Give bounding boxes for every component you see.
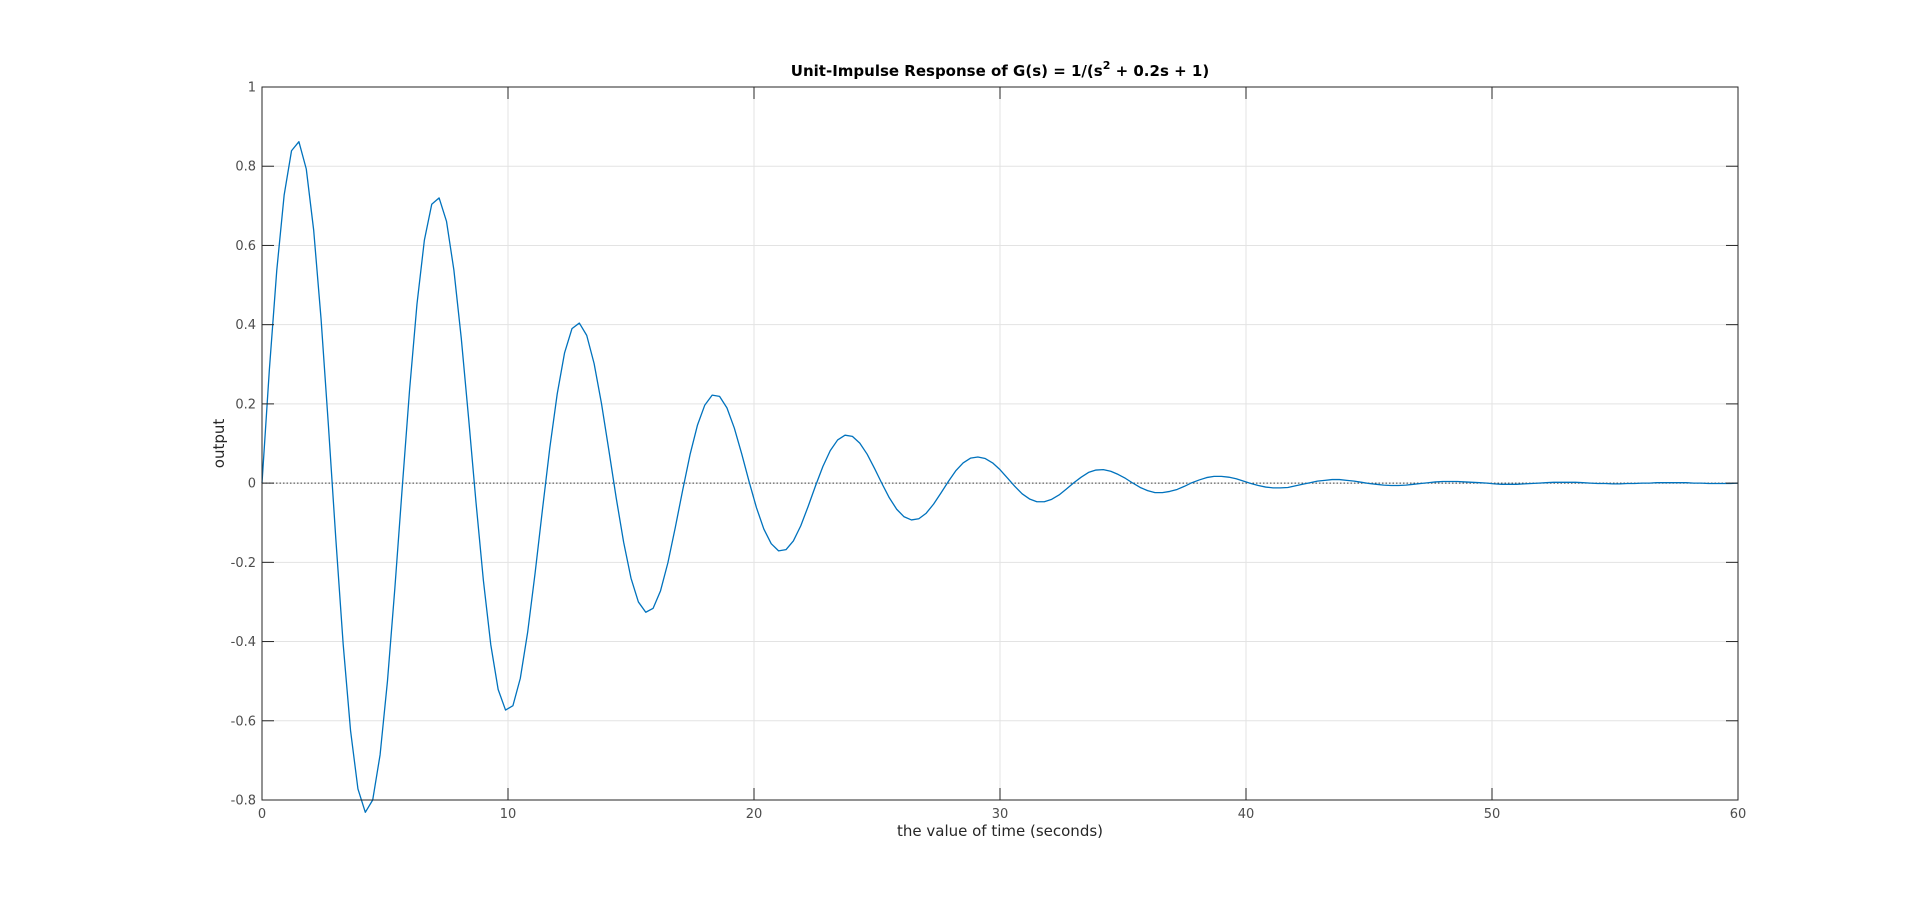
chart-title-superscript: 2 bbox=[1103, 59, 1111, 72]
y-tick-label: 0.6 bbox=[235, 239, 256, 254]
x-tick-labels: 0 10 20 30 40 50 60 bbox=[258, 807, 1746, 822]
y-axis-label: output bbox=[210, 419, 228, 469]
x-tick-label: 0 bbox=[258, 807, 266, 822]
y-tick-labels: -0.8 -0.6 -0.4 -0.2 0 0.2 0.4 0.6 0.8 1 bbox=[231, 81, 256, 809]
y-tick-label: 0.2 bbox=[235, 397, 256, 412]
series-line-impulse-response bbox=[261, 141, 1739, 813]
y-tick-label: -0.4 bbox=[231, 635, 256, 650]
chart-title-prefix: Unit-Impulse Response of G(s) = 1/(s bbox=[791, 62, 1103, 80]
tick-marks bbox=[261, 86, 1739, 801]
x-tick-label: 10 bbox=[500, 807, 517, 822]
y-tick-label: -0.6 bbox=[231, 714, 256, 729]
y-tick-label: -0.2 bbox=[231, 556, 256, 571]
x-tick-label: 60 bbox=[1730, 807, 1747, 822]
x-tick-label: 50 bbox=[1484, 807, 1501, 822]
y-tick-label: 0.4 bbox=[235, 318, 256, 333]
y-tick-label: -0.8 bbox=[231, 794, 256, 809]
y-tick-label: 0 bbox=[248, 477, 256, 492]
plot-area-border bbox=[261, 86, 1739, 801]
y-tick-label: 1 bbox=[248, 81, 256, 96]
x-tick-label: 20 bbox=[746, 807, 763, 822]
grid-lines bbox=[262, 87, 1738, 800]
y-tick-label: 0.8 bbox=[235, 160, 256, 175]
chart-title-suffix: + 0.2s + 1) bbox=[1110, 62, 1209, 80]
chart-title: Unit-Impulse Response of G(s) = 1/(s2 + … bbox=[791, 59, 1209, 80]
x-tick-label: 30 bbox=[992, 807, 1009, 822]
x-tick-label: 40 bbox=[1238, 807, 1255, 822]
x-axis-label: the value of time (seconds) bbox=[897, 822, 1103, 840]
